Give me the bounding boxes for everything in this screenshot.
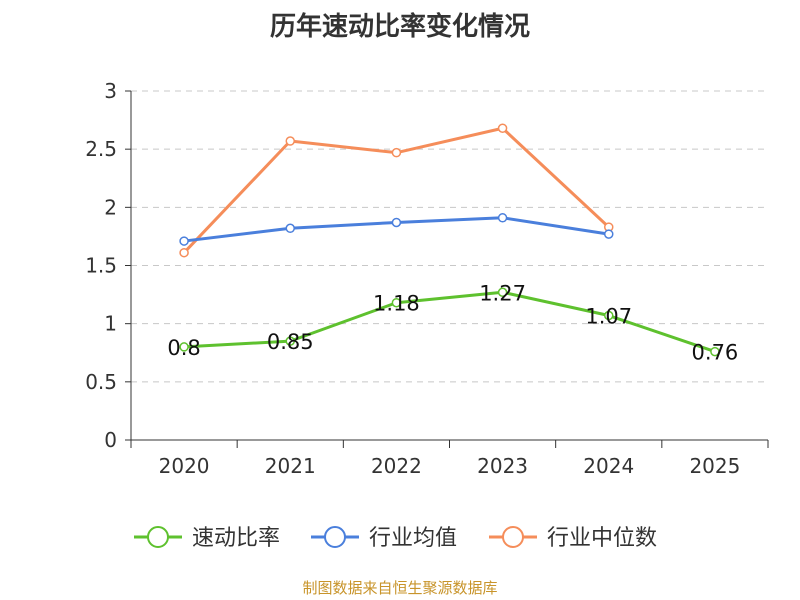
y-tick-label: 2 — [104, 195, 117, 219]
data-point-速动比率-2021 — [285, 336, 295, 346]
legend-label-行业均值: 行业均值 — [369, 526, 457, 551]
y-tick-label: 3 — [104, 79, 117, 103]
data-point-行业均值-2024 — [604, 229, 614, 239]
legend-marker-行业均值 — [324, 526, 346, 548]
y-tick-label: 0 — [104, 428, 117, 452]
data-point-行业中位数-2021 — [285, 136, 295, 146]
data-label: 1.07 — [585, 305, 632, 329]
x-tick-label-2022: 2022 — [371, 454, 422, 478]
data-point-行业均值-2023 — [497, 213, 508, 223]
legend-marker-行业中位数 — [502, 526, 524, 548]
x-tick-label-2020: 2020 — [159, 454, 210, 478]
data-point-速动比率-2023 — [497, 287, 508, 298]
data-point-速动比率-2025 — [710, 346, 720, 357]
data-point-速动比率-2022 — [391, 297, 402, 308]
x-tick-label-2024: 2024 — [583, 454, 634, 478]
data-point-行业均值-2020 — [179, 236, 189, 246]
data-point-行业中位数-2022 — [391, 147, 402, 158]
legend-label-速动比率: 速动比率 — [192, 526, 280, 551]
x-tick-label-2023: 2023 — [477, 454, 528, 478]
x-tick-label-2025: 2025 — [689, 454, 740, 478]
data-point-速动比率-2024 — [604, 310, 614, 321]
legend-marker-速动比率 — [147, 526, 169, 548]
chart-title: 历年速动比率变化情况 — [269, 12, 530, 42]
y-tick-label: 2.5 — [85, 137, 117, 161]
data-label: 1.18 — [373, 292, 420, 316]
data-point-行业均值-2021 — [285, 223, 295, 234]
y-tick-label: 1.5 — [85, 254, 117, 278]
legend-label-行业中位数: 行业中位数 — [547, 526, 657, 551]
source-note: 制图数据来自恒生聚源数据库 — [302, 579, 498, 597]
data-point-速动比率-2020 — [179, 342, 189, 352]
y-tick-label: 1 — [104, 312, 117, 336]
x-tick-label-2021: 2021 — [265, 454, 316, 478]
data-point-行业中位数-2020 — [179, 247, 189, 258]
data-point-行业均值-2022 — [391, 217, 402, 228]
y-tick-label: 0.5 — [85, 370, 117, 394]
data-point-行业中位数-2023 — [497, 123, 508, 133]
data-label: 0.76 — [692, 341, 739, 365]
data-label: 0.85 — [267, 330, 314, 354]
data-label: 1.27 — [479, 281, 526, 305]
data-label: 0.8 — [167, 336, 200, 360]
series-line-速动比率 — [184, 290, 716, 354]
